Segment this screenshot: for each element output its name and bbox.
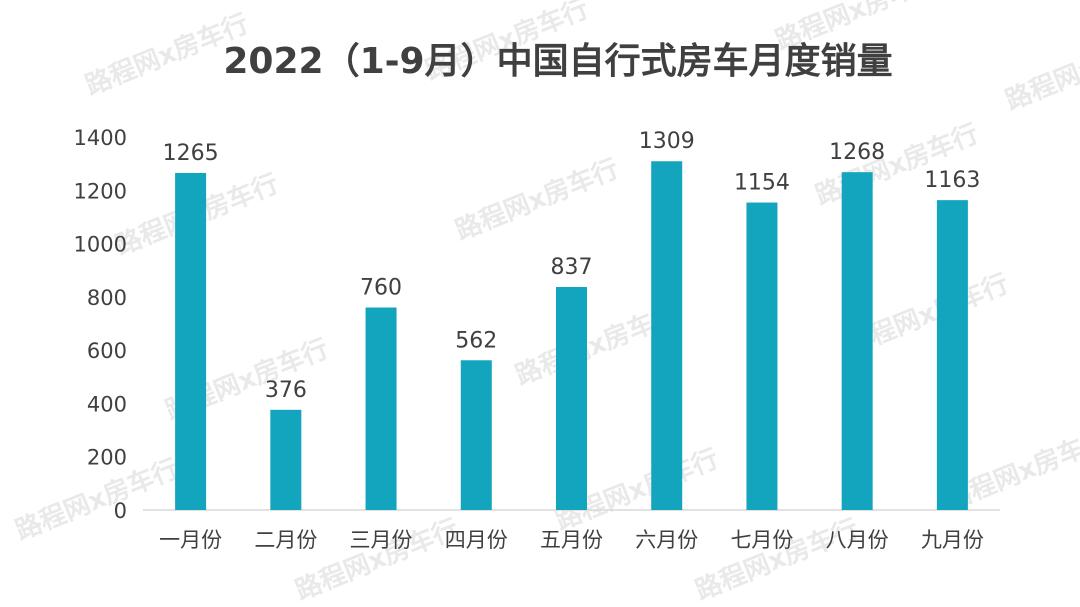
- y-tick-label: 800: [87, 286, 127, 310]
- x-tick-label: 五月份: [540, 528, 603, 552]
- x-tick-label: 六月份: [635, 528, 698, 552]
- x-axis: 一月份 二月份 三月份 四月份 五月份 六月份 七月份 八月份 九月份: [159, 528, 984, 552]
- data-label: 1154: [734, 171, 790, 196]
- bar: [651, 161, 683, 510]
- data-label: 1163: [924, 168, 980, 193]
- bar: [556, 286, 587, 510]
- y-axis: 0 200 400 600 800 1000 1200 1400: [74, 126, 127, 523]
- bar: [175, 172, 207, 511]
- data-label: 837: [551, 255, 593, 280]
- bar: [841, 172, 873, 510]
- x-tick-label: 九月份: [921, 528, 984, 552]
- x-tick-label: 七月份: [730, 528, 793, 552]
- bar: [460, 360, 492, 510]
- data-label: 1268: [829, 140, 885, 165]
- watermark-text: 路程网x房车行: [1001, 23, 1080, 116]
- bar: [270, 409, 302, 510]
- y-tick-label: 200: [87, 446, 127, 470]
- x-tick-label: 一月份: [159, 528, 222, 552]
- x-tick-label: 四月份: [445, 528, 508, 552]
- bar: [936, 200, 968, 511]
- y-tick-label: 1400: [74, 126, 127, 150]
- bar-series: [175, 161, 968, 511]
- y-tick-label: 1200: [74, 179, 127, 203]
- watermark-text: 路程网x房车行: [451, 153, 623, 246]
- y-tick-label: 600: [87, 339, 127, 363]
- x-tick-label: 三月份: [350, 528, 413, 552]
- bar: [746, 202, 778, 510]
- data-label: 760: [360, 276, 402, 301]
- x-tick-label: 二月份: [254, 528, 317, 552]
- data-label: 1265: [163, 141, 219, 166]
- y-tick-label: 1000: [74, 233, 127, 257]
- data-label: 1309: [639, 129, 695, 154]
- x-tick-label: 八月份: [826, 528, 889, 552]
- bar: [365, 307, 397, 510]
- data-labels: 1265 376 760 562 837 1309 1154 1268 1163: [163, 129, 981, 403]
- chart-title: 2022（1-9月）中国自行式房车月度销量: [223, 41, 892, 82]
- y-tick-label: 400: [87, 392, 127, 416]
- y-tick-label: 0: [114, 499, 127, 523]
- data-label: 376: [265, 378, 307, 403]
- data-label: 562: [455, 328, 497, 353]
